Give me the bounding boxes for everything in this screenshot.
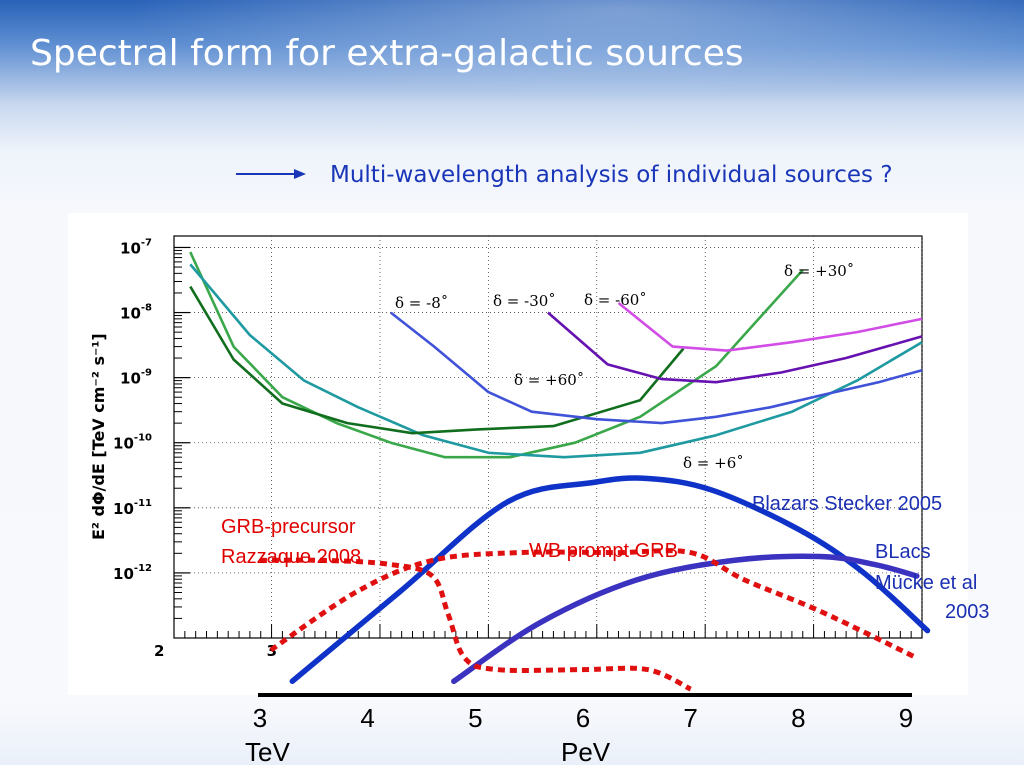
slide-subtitle: Multi-wavelength analysis of individual … (330, 162, 893, 188)
y-tick-label: 10-11 (113, 498, 152, 518)
label-blacs-1: BLacs (875, 541, 931, 563)
label-blazars: Blazars Stecker 2005 (752, 493, 942, 515)
minor-ticks (173, 246, 923, 638)
sensitivity-curves (189, 251, 923, 459)
energy-tick-label: 5 (468, 703, 482, 733)
series-line-1 (189, 263, 923, 459)
energy-tick-label: 4 (360, 703, 374, 733)
x-tick-label: 2 (154, 642, 164, 660)
slide-title: Spectral form for extra-galactic sources (30, 33, 744, 74)
y-axis-label: E² dΦ/dE [TeV cm⁻² s⁻¹] (89, 333, 108, 540)
energy-tick-label: 3 (253, 703, 267, 733)
arrow-right-icon (236, 169, 306, 179)
label-delta-plus-30: δ = +30˚ (784, 262, 854, 280)
series-line-5 (617, 301, 923, 352)
label-delta-minus-30: δ = -30˚ (493, 292, 556, 310)
unit-tev: TeV (245, 737, 290, 765)
slide-sheen (0, 0, 1024, 115)
model-curves (259, 475, 931, 692)
energy-axis-ticks: 3 4 5 6 7 8 9 (253, 703, 913, 733)
series-line-0 (189, 251, 804, 459)
label-blacs-2: Mücke et al (875, 572, 977, 594)
y-tick-label: 10-8 (120, 303, 152, 323)
model-curve-3 (259, 557, 692, 692)
series-line-2 (189, 285, 685, 435)
label-grb-precursor-1: GRB-precursor (221, 516, 356, 538)
label-delta-plus-60: δ = +60˚ (514, 371, 584, 389)
y-tick-label: 10-12 (113, 563, 152, 583)
model-curve-1 (451, 553, 920, 685)
label-delta-plus-6: δ = +6˚ (683, 454, 744, 472)
model-curve-2 (269, 548, 918, 661)
y-tick-labels: 10-7 10-8 10-9 10-10 10-11 10-12 (113, 237, 152, 582)
unit-pev: PeV (561, 737, 611, 765)
label-grb-precursor-2: Razzaque 2008 (221, 546, 361, 568)
energy-tick-label: 9 (899, 703, 913, 733)
series-line-4 (547, 311, 923, 384)
energy-tick-label: 7 (683, 703, 697, 733)
label-delta-minus-8: δ = -8˚ (395, 294, 448, 312)
label-wb-prompt-grb: WB prompt GRB (529, 540, 678, 562)
label-blacs-3: 2003 (945, 601, 990, 623)
energy-tick-label: 8 (791, 703, 805, 733)
energy-tick-label: 6 (576, 703, 590, 733)
label-delta-minus-60: δ = -60˚ (584, 291, 647, 309)
y-tick-label: 10-10 (113, 433, 152, 453)
series-line-3 (389, 311, 923, 425)
y-tick-label: 10-9 (120, 368, 152, 388)
y-tick-label: 10-7 (120, 237, 152, 257)
